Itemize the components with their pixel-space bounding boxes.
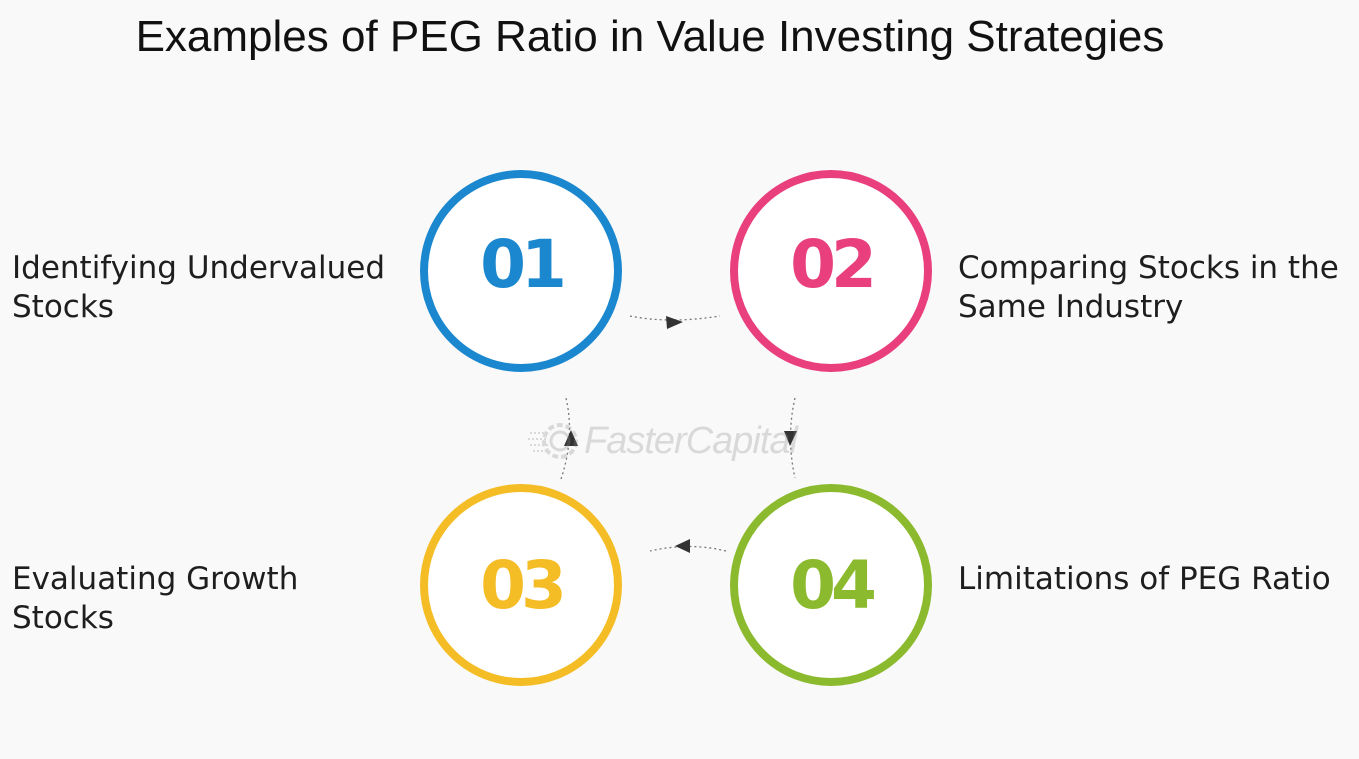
step-label-02: Comparing Stocks in the Same Industry [958, 249, 1339, 327]
arrowhead-03-to-01 [564, 430, 578, 446]
step-label-03: Evaluating Growth Stocks [12, 560, 298, 638]
step-label-01-line-2: Stocks [12, 289, 114, 325]
step-circle-04: 04 [730, 484, 932, 686]
step-label-01: Identifying Undervalued Stocks [12, 249, 385, 327]
step-circle-01: 01 [420, 170, 622, 372]
arrow-01-to-02 [629, 315, 721, 321]
watermark-logo: FasterCapital [528, 418, 798, 464]
watermark-text: FasterCapital [584, 419, 798, 462]
step-label-04-line-1: Limitations of PEG Ratio [958, 561, 1331, 597]
step-label-04: Limitations of PEG Ratio [958, 560, 1331, 599]
step-number-03: 03 [480, 547, 567, 624]
gear-icon [528, 423, 578, 459]
arrowhead-01-to-02 [666, 316, 683, 329]
step-number-01: 01 [480, 226, 567, 303]
step-number-04: 04 [790, 547, 877, 624]
arrowhead-04-to-03 [675, 539, 690, 553]
arrowhead-02-to-04 [784, 431, 797, 446]
step-label-03-line-1: Evaluating Growth [12, 561, 299, 597]
step-label-03-line-2: Stocks [12, 600, 114, 636]
step-circle-03: 03 [420, 484, 622, 686]
page-title: Examples of PEG Ratio in Value Investing… [135, 12, 1165, 61]
step-label-02-line-2: Same Industry [958, 289, 1184, 325]
step-label-02-line-1: Comparing Stocks in the [958, 250, 1339, 286]
step-number-02: 02 [790, 226, 877, 303]
step-circle-02: 02 [730, 170, 932, 372]
arrow-04-to-03 [649, 545, 727, 552]
step-label-01-line-1: Identifying Undervalued [12, 250, 385, 286]
